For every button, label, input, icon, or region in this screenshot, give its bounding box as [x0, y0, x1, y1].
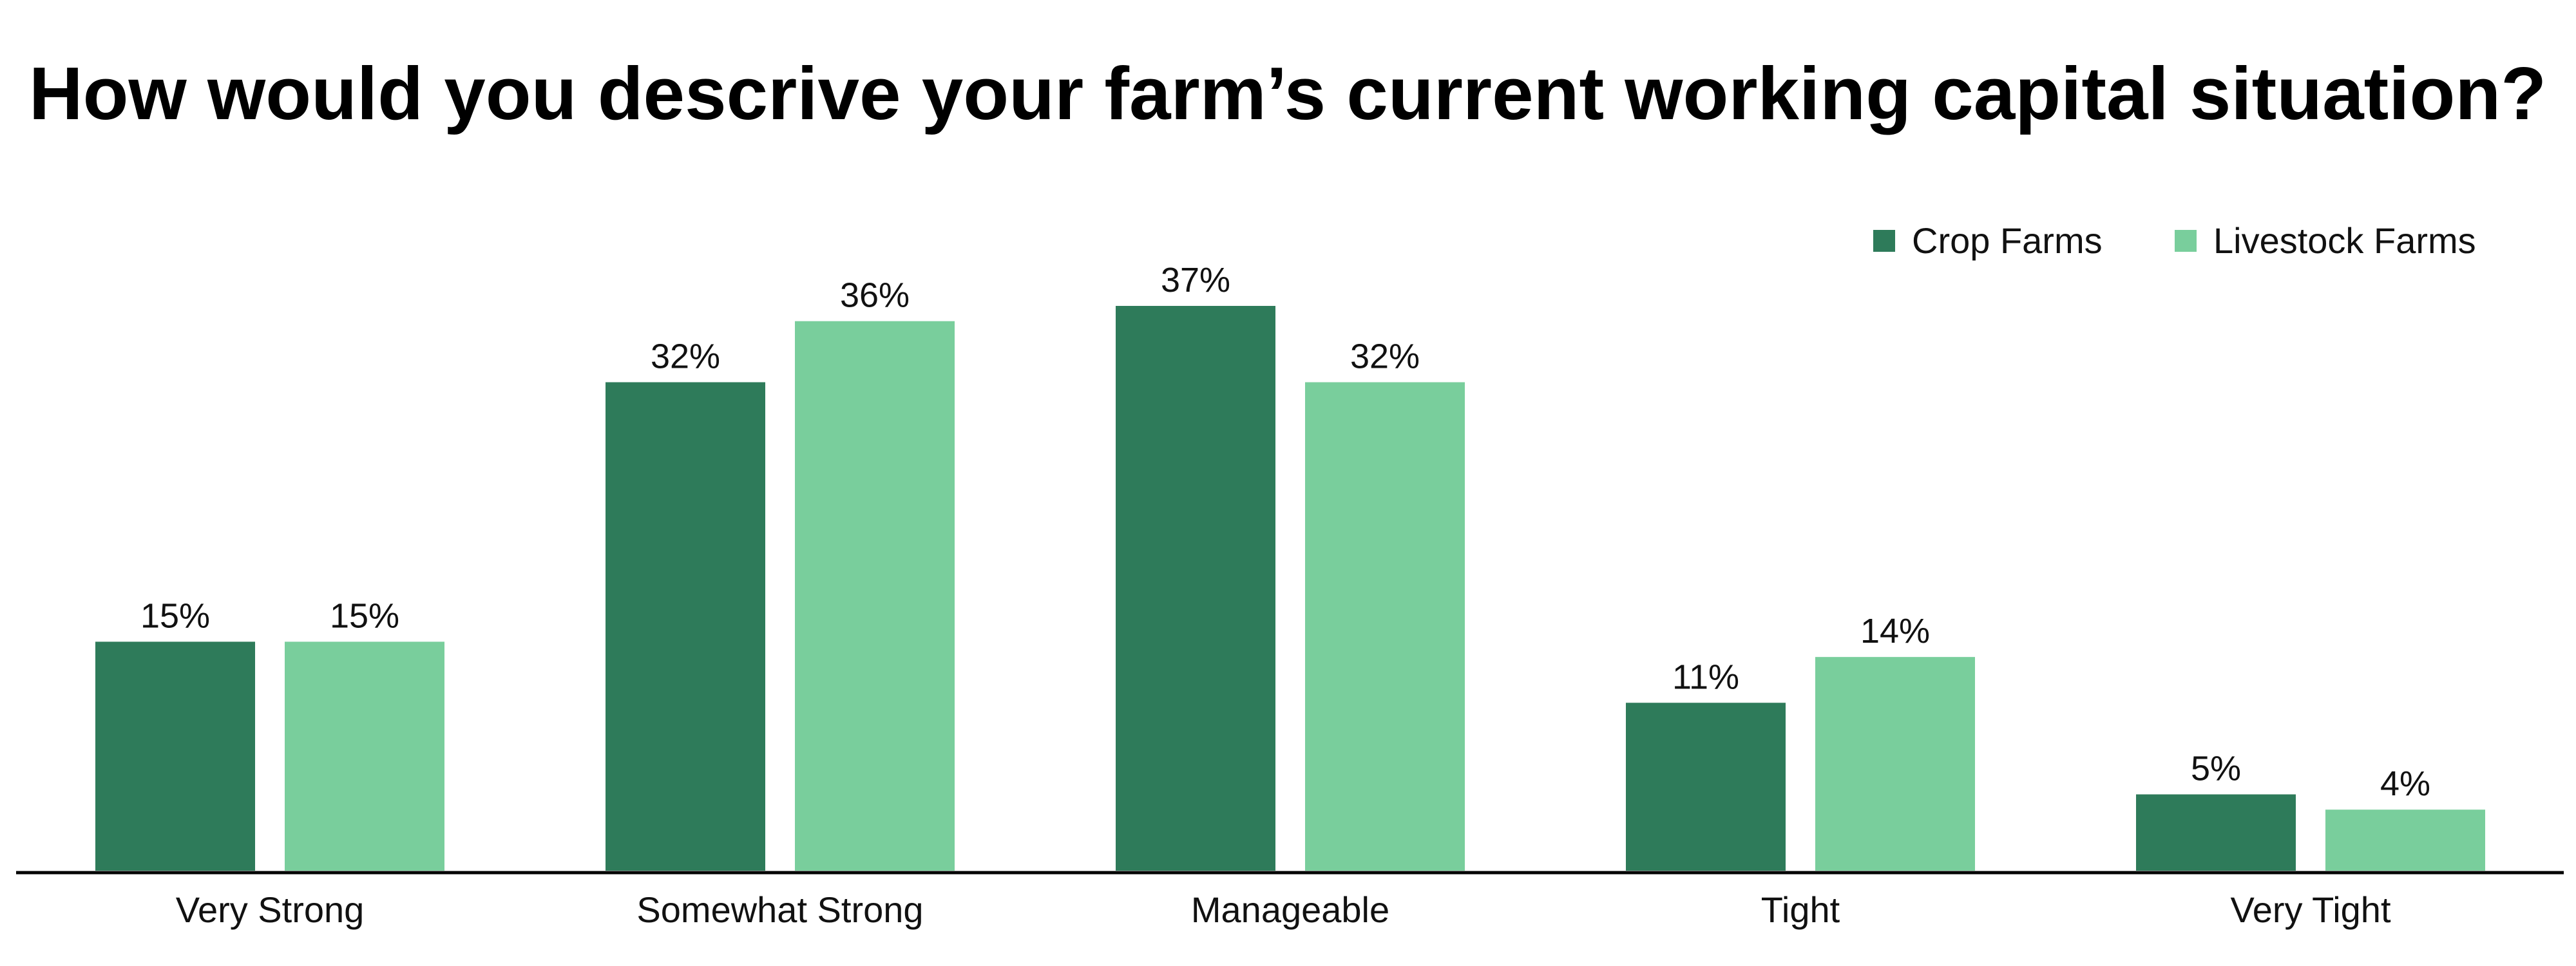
value-label: 37% — [1161, 261, 1230, 299]
value-label: 32% — [651, 337, 720, 376]
value-label: 15% — [330, 596, 399, 635]
value-label: 11% — [1672, 658, 1739, 696]
category-label: Very Strong — [176, 889, 365, 930]
value-label: 32% — [1350, 337, 1420, 376]
bar-livestock-farms-very-strong — [285, 641, 444, 871]
value-label: 4% — [2380, 764, 2430, 803]
value-label: 36% — [840, 276, 910, 315]
category-label: Tight — [1761, 889, 1840, 930]
category-labels-group: Very Strong Somewhat Strong Manageable Tigh… — [176, 889, 2391, 930]
legend: Crop Farms Livestock Farms — [1873, 220, 2476, 261]
legend-label-livestock-farms: Livestock Farms — [2213, 220, 2476, 261]
bar-livestock-farms-tight — [1815, 657, 1975, 871]
category-label: Somewhat Strong — [636, 889, 923, 930]
legend-swatch-livestock-farms — [2175, 230, 2197, 252]
bar-crop-farms-manageable — [1116, 306, 1275, 871]
value-label: 14% — [1860, 612, 1930, 650]
bar-livestock-farms-very-tight — [2325, 810, 2485, 871]
chart-title: How would you descrive your farm’s curre… — [29, 52, 2546, 135]
bar-crop-farms-very-strong — [95, 641, 255, 871]
category-label: Very Tight — [2230, 889, 2390, 930]
bar-crop-farms-somewhat-strong — [606, 382, 765, 871]
bar-crop-farms-very-tight — [2136, 794, 2296, 871]
value-label: 15% — [140, 596, 210, 635]
value-labels-group: 15% 15% 32% 36% 37% 32% 11% 14% 5% 4% — [140, 261, 2430, 803]
legend-swatch-crop-farms — [1873, 230, 1895, 252]
bar-livestock-farms-manageable — [1305, 382, 1465, 871]
bar-livestock-farms-somewhat-strong — [795, 321, 955, 871]
bars-group — [95, 306, 2485, 871]
category-label: Manageable — [1191, 889, 1389, 930]
bar-crop-farms-tight — [1626, 703, 1786, 871]
value-label: 5% — [2191, 749, 2241, 788]
legend-label-crop-farms: Crop Farms — [1912, 220, 2103, 261]
